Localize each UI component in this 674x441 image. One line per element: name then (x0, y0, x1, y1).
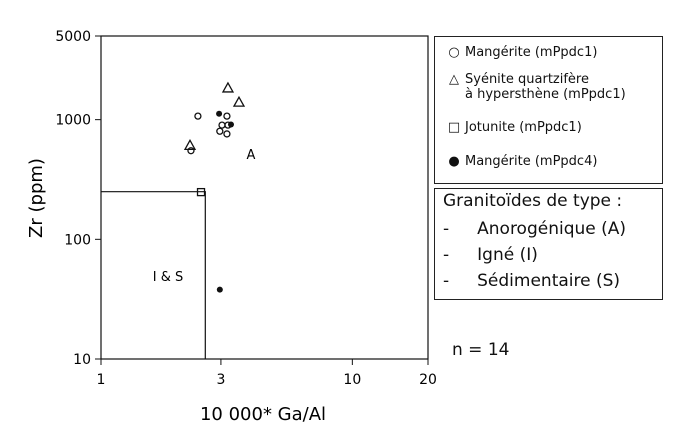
n-label: n = 14 (452, 340, 510, 360)
y-axis-label: Zr (ppm) (26, 158, 47, 238)
types-title: Granitoïdes de type : (443, 191, 623, 211)
y-tick-label: 5000 (55, 29, 91, 45)
point-filled-circle (216, 286, 223, 293)
point-open-square (196, 187, 206, 197)
legend: ○ Mangérite (mPpdc1) △ Syénite quartzifère… (434, 36, 663, 184)
plot-frame (100, 35, 429, 360)
point-open-circle (223, 112, 231, 120)
field-boundary (101, 191, 206, 359)
legend-item-jotunite: □ Jotunite (mPpdc1) (447, 120, 582, 135)
point-open-triangle (183, 139, 197, 150)
dash: - (443, 245, 450, 265)
x-axis-label: 10 000* Ga/Al (200, 404, 326, 425)
legend-item-mangerite-mppdc1: ○ Mangérite (mPpdc1) (448, 45, 598, 60)
legend-label: Syénite quartzifère (465, 72, 589, 87)
y-tick-label: 10 (73, 352, 91, 368)
x-tick-label: 1 (97, 372, 106, 388)
legend-label: Mangérite (mPpdc1) (465, 45, 598, 60)
legend-item-syenite: △ Syénite quartzifère à hypersthène (mPpdc… (449, 72, 626, 102)
point-filled-circle (216, 110, 223, 117)
x-tick-label: 3 (216, 372, 225, 388)
y-tick-label: 1000 (55, 113, 91, 129)
legend-label: à hypersthène (mPpdc1) (465, 87, 626, 102)
y-tick-label: 100 (64, 232, 91, 248)
type-item: Sédimentaire (S) (477, 271, 621, 291)
legend-label: Jotunite (mPpdc1) (465, 120, 582, 135)
dash: - (443, 219, 450, 239)
dash: - (443, 271, 450, 291)
point-open-circle (223, 130, 231, 138)
point-open-triangle (221, 81, 235, 93)
field-label-i-s: I & S (153, 270, 184, 285)
point-open-circle (216, 127, 224, 135)
x-tick-label: 10 (343, 372, 361, 388)
point-filled-circle (227, 121, 234, 128)
point-open-triangle (232, 95, 246, 107)
legend-item-mangerite-mppdc4: ● Mangérite (mPpdc4) (448, 154, 598, 169)
point-open-circle (194, 112, 202, 120)
field-label-a: A (247, 148, 256, 163)
point-open-circle (218, 121, 226, 129)
legend-label: Mangérite (mPpdc4) (465, 154, 598, 169)
granitoid-types-box: Granitoïdes de type : - Anorogénique (A) … (434, 188, 663, 300)
point-open-circle (187, 147, 195, 155)
type-item: Igné (I) (477, 245, 538, 265)
type-item: Anorogénique (A) (477, 219, 627, 239)
x-tick-label: 20 (419, 372, 437, 388)
